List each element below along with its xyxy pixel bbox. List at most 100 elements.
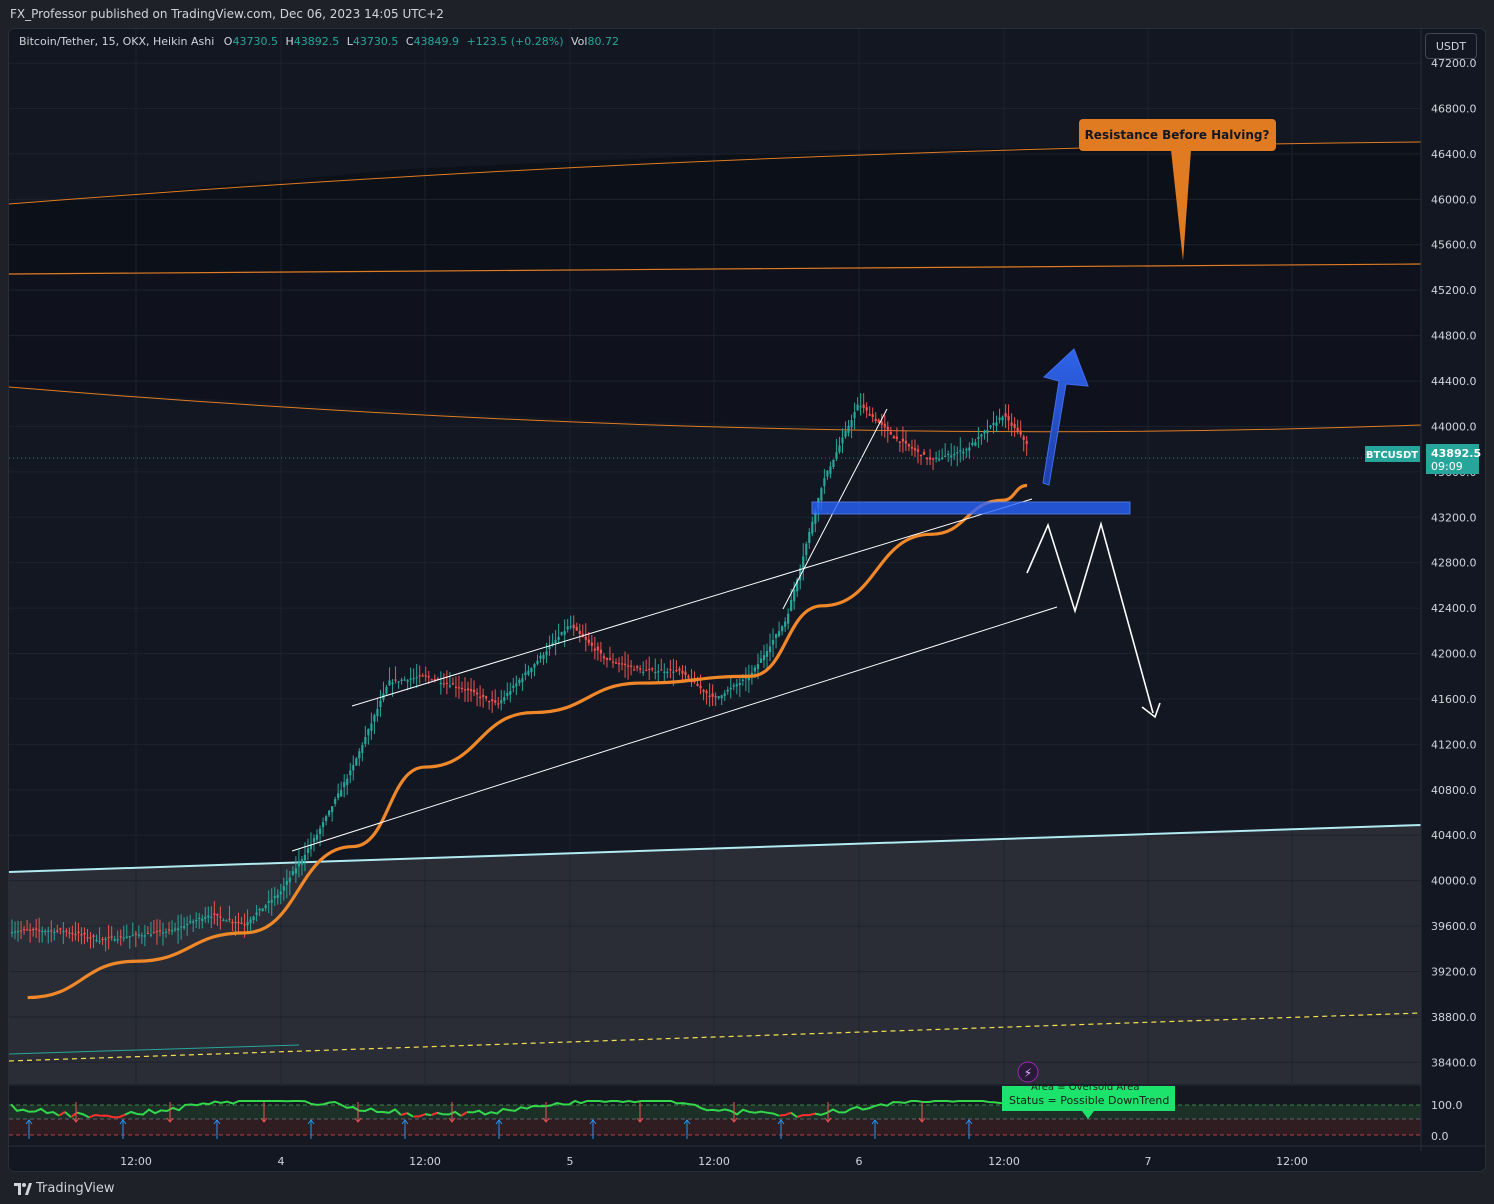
candle-body-200 xyxy=(614,662,618,664)
candle-body-248 xyxy=(759,658,763,663)
osc-segment-18 xyxy=(814,1100,1026,1116)
osc-arrowhead-1 xyxy=(72,1117,80,1123)
candle-body-24 xyxy=(83,932,86,935)
candle-body-258 xyxy=(790,600,793,611)
osc-segment-13 xyxy=(460,1111,468,1117)
candle-body-100 xyxy=(312,838,316,843)
candle-body-201 xyxy=(617,663,621,665)
candle-body-137 xyxy=(424,675,427,677)
chart-panel[interactable]: Resistance Before Halving? 47200.0 46800.… xyxy=(8,28,1486,1172)
candle-body-190 xyxy=(584,636,587,640)
osc-arrowhead-5 xyxy=(260,1117,268,1123)
candle-body-192 xyxy=(590,642,593,646)
candle-body-179 xyxy=(551,642,554,646)
top-bar: FX_Professor published on TradingView.co… xyxy=(0,0,1494,28)
candle-body-292 xyxy=(892,436,895,439)
candle-body-114 xyxy=(355,758,358,766)
tradingview-logo[interactable]: TradingView xyxy=(14,1181,115,1196)
candle-body-155 xyxy=(479,696,482,699)
candle-body-126 xyxy=(391,682,394,684)
candle-body-199 xyxy=(611,661,615,663)
candle-body-321 xyxy=(980,434,983,437)
candle-body-188 xyxy=(578,630,581,635)
candle-body-120 xyxy=(373,715,376,722)
time-tick-5: 6 xyxy=(856,1155,863,1168)
price-scale[interactable] xyxy=(1421,29,1485,1151)
candle-body-281 xyxy=(859,406,862,408)
candle-body-311 xyxy=(950,455,953,458)
candle-body-91 xyxy=(285,880,288,885)
candle-body-233 xyxy=(714,696,717,698)
candle-body-290 xyxy=(886,426,889,431)
osc-segment-9 xyxy=(412,1113,426,1118)
price-tick-7: 44400.0 xyxy=(1431,375,1477,388)
candle-body-306 xyxy=(935,457,938,459)
candle-body-54 xyxy=(173,928,177,930)
candle-body-94 xyxy=(294,868,297,874)
currency-button[interactable]: USDT xyxy=(1425,33,1477,59)
candle-body-76 xyxy=(240,922,243,925)
candle-body-50 xyxy=(161,932,165,934)
candle-body-293 xyxy=(895,436,898,439)
osc-segment-15 xyxy=(778,1111,792,1117)
candle-body-62 xyxy=(198,917,201,920)
candle-body-323 xyxy=(986,430,989,434)
time-tick-8: 12:00 xyxy=(1276,1155,1308,1168)
candle-body-223 xyxy=(684,671,687,676)
candle-body-160 xyxy=(494,700,497,703)
candle-body-73 xyxy=(231,921,234,924)
osc-segment-12 xyxy=(436,1110,462,1117)
candle-body-88 xyxy=(276,894,279,898)
osc-segment-11 xyxy=(430,1111,438,1117)
candle-body-53 xyxy=(170,930,174,932)
candle-body-194 xyxy=(596,646,599,651)
price-tick-12: 42400.0 xyxy=(1431,602,1477,615)
lightning-icon-bg[interactable] xyxy=(1017,1061,1039,1083)
candle-body-227 xyxy=(696,683,699,687)
candle-body-279 xyxy=(853,411,856,419)
candle-body-110 xyxy=(343,782,346,788)
candle-body-254 xyxy=(777,631,781,637)
osc-arrowhead-0 xyxy=(25,1119,33,1125)
bearish-projection-arrowhead xyxy=(1141,702,1161,719)
lightning-icon[interactable]: ⚡ xyxy=(1024,1066,1032,1080)
candle-body-212 xyxy=(651,668,654,670)
candle-body-308 xyxy=(941,457,944,459)
candle-body-20 xyxy=(71,932,74,935)
candle-body-184 xyxy=(566,626,569,630)
candle-body-219 xyxy=(672,671,675,673)
time-tick-4: 12:00 xyxy=(698,1155,730,1168)
candle-body-236 xyxy=(723,693,726,697)
candle-body-43 xyxy=(140,935,143,937)
candle-body-224 xyxy=(687,675,690,679)
candle-body-60 xyxy=(192,921,195,923)
candle-body-32 xyxy=(107,936,110,939)
candle-body-205 xyxy=(630,665,633,667)
candle-body-239 xyxy=(732,685,735,687)
chart-canvas[interactable]: Resistance Before Halving? 47200.0 46800.… xyxy=(9,29,1485,1171)
candle-body-327 xyxy=(998,417,1001,420)
osc-segment-2 xyxy=(64,1111,72,1118)
oscillator-lines xyxy=(10,1099,1026,1139)
candle-body-79 xyxy=(249,919,252,923)
candle-body-59 xyxy=(189,921,192,923)
osc-segment-16 xyxy=(790,1111,798,1118)
legend-h-label: H xyxy=(285,35,294,48)
candle-body-250 xyxy=(765,651,769,657)
symbol-legend[interactable]: Bitcoin/Tether, 15, OKX, Heikin Ashi O43… xyxy=(19,35,619,48)
candle-body-27 xyxy=(92,935,95,937)
candle-body-72 xyxy=(228,918,231,920)
candle-body-211 xyxy=(648,668,651,671)
candle-body-11 xyxy=(44,931,47,933)
osc-arrowhead-14 xyxy=(683,1119,691,1125)
candle-body-312 xyxy=(953,453,956,456)
candle-body-37 xyxy=(122,937,125,939)
candle-body-154 xyxy=(475,692,479,695)
osc-arrowhead-19 xyxy=(918,1117,926,1123)
candle-body-244 xyxy=(747,677,750,681)
candle-body-314 xyxy=(959,450,962,452)
candle-body-142 xyxy=(439,682,442,684)
tradingview-brand: TradingView xyxy=(36,1181,115,1196)
candle-body-26 xyxy=(89,937,92,939)
osc-level-0: 0.0 xyxy=(1431,1130,1449,1143)
